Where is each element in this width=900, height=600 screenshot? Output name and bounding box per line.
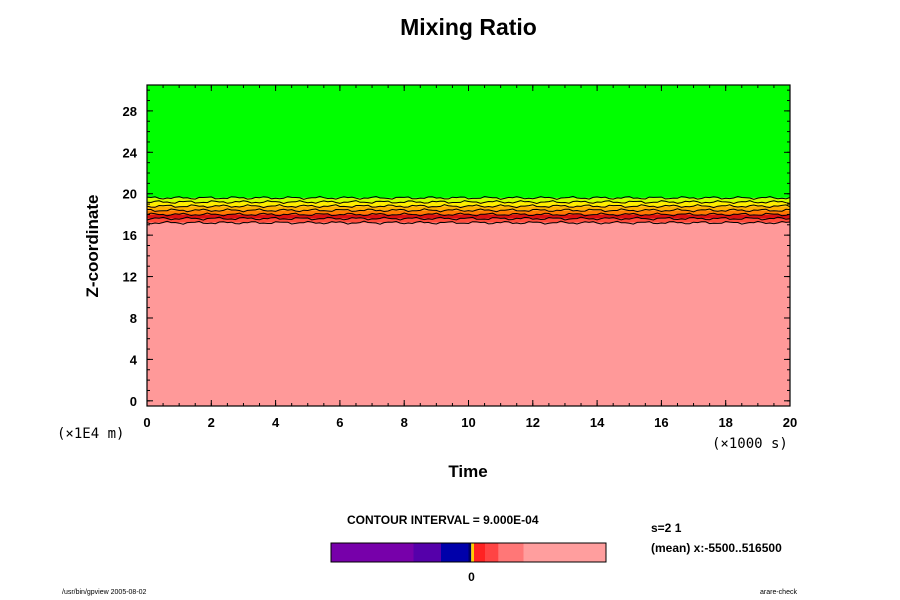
x-tick-label: 18 — [718, 415, 732, 430]
x-tick-label: 12 — [526, 415, 540, 430]
x-tick-label: 6 — [336, 415, 343, 430]
chart-title: Mixing Ratio — [400, 14, 537, 40]
band-4 — [147, 206, 790, 211]
y-tick-label: 8 — [130, 311, 137, 326]
x-axis-label: Time — [448, 462, 488, 481]
x-tick-label: 16 — [654, 415, 668, 430]
mean-info: (mean) x:-5500..516500 — [651, 541, 782, 555]
y-unit-note: (×1E4 m) — [57, 426, 125, 442]
colorbar-zero-label: 0 — [468, 570, 475, 584]
band-3 — [147, 210, 790, 215]
contour-line-3 — [147, 208, 791, 213]
contour-line-0 — [146, 220, 791, 225]
x-unit-note: (×1000 s) — [712, 436, 788, 452]
footer-right: arare-check — [760, 589, 797, 596]
x-tick-label: 4 — [272, 415, 280, 430]
colorbar-segment-7 — [498, 543, 524, 562]
x-tick-label: 0 — [143, 415, 150, 430]
colorbar-segment-5 — [474, 543, 485, 562]
band-2 — [147, 214, 790, 219]
contour-interval-label: CONTOUR INTERVAL = 9.000E-04 — [347, 513, 539, 527]
band-7 — [147, 85, 790, 198]
band-1 — [147, 218, 790, 223]
x-tick-label: 8 — [401, 415, 408, 430]
footer-left: /usr/bin/gpview 2005-08-02 — [62, 589, 147, 596]
colorbar-segment-6 — [485, 543, 499, 562]
y-tick-label: 4 — [130, 352, 138, 367]
y-tick-label: 12 — [123, 270, 137, 285]
y-tick-label: 28 — [123, 104, 137, 119]
colorbar-segment-1 — [413, 543, 441, 562]
slice-info: s=2 1 — [651, 521, 682, 535]
contour-line-2 — [146, 212, 791, 217]
colorbar-segment-8 — [523, 543, 606, 562]
band-6 — [147, 197, 790, 203]
band-5 — [147, 202, 790, 207]
x-tick-label: 20 — [783, 415, 797, 430]
x-tick-label: 10 — [461, 415, 475, 430]
y-tick-label: 16 — [123, 228, 137, 243]
colorbar-segment-0 — [331, 543, 414, 562]
x-tick-label: 2 — [208, 415, 215, 430]
contour-line-1 — [146, 216, 791, 221]
x-tick-label: 14 — [590, 415, 605, 430]
colorbar-segment-2 — [441, 543, 469, 562]
y-tick-label: 0 — [130, 394, 137, 409]
y-tick-label: 20 — [123, 187, 137, 202]
band-0 — [147, 222, 790, 406]
y-tick-label: 24 — [123, 145, 138, 160]
colorbar-segment-3 — [468, 543, 472, 562]
contour-line-4 — [146, 204, 791, 209]
y-axis-label: Z-coordinate — [83, 194, 102, 298]
colorbar-segment-4 — [471, 543, 474, 562]
contour-line-5 — [146, 200, 791, 205]
contour-line-6 — [146, 195, 791, 200]
colorbar-frame — [330, 542, 607, 563]
